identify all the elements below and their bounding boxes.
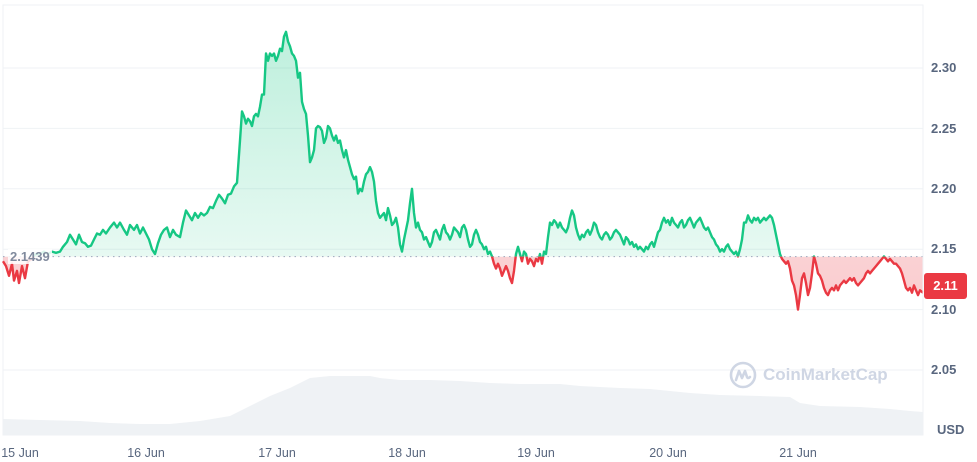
x-tick-label: 17 Jun <box>258 446 296 460</box>
x-tick-label: 20 Jun <box>649 446 687 460</box>
coinmarketcap-watermark: CoinMarketCap <box>729 361 888 389</box>
y-tick-label: 2.25 <box>931 121 957 136</box>
y-tick-label: 2.20 <box>931 181 957 196</box>
x-tick-label: 19 Jun <box>517 446 555 460</box>
x-tick-label: 21 Jun <box>779 446 817 460</box>
y-tick-label: 2.15 <box>931 241 957 256</box>
current-price-badge: 2.11 <box>924 273 967 299</box>
watermark-text: CoinMarketCap <box>763 365 888 384</box>
volume-area <box>3 376 923 435</box>
coinmarketcap-logo-icon <box>729 361 757 389</box>
price-area-down <box>3 256 923 310</box>
x-tick-label: 16 Jun <box>127 446 165 460</box>
price-line-up <box>32 30 886 257</box>
y-tick-label: 2.10 <box>931 302 957 317</box>
price-line-down <box>1 256 924 311</box>
y-tick-label: 2.30 <box>931 60 957 75</box>
baseline-price-label: 2.1439 <box>8 249 52 264</box>
price-area-up <box>33 31 885 257</box>
currency-unit-label: USD <box>937 422 965 437</box>
y-tick-label: 2.05 <box>931 362 957 377</box>
x-tick-label: 18 Jun <box>388 446 426 460</box>
x-tick-label: 15 Jun <box>1 446 39 460</box>
